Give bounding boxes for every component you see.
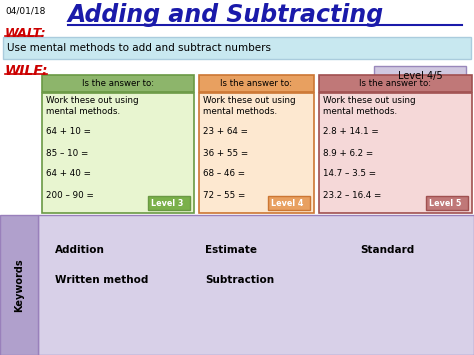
Text: 72 – 55 =: 72 – 55 = <box>203 191 246 200</box>
Text: Standard: Standard <box>360 245 414 255</box>
FancyBboxPatch shape <box>199 75 314 92</box>
Text: Is the answer to:: Is the answer to: <box>82 79 154 88</box>
FancyBboxPatch shape <box>38 215 474 355</box>
FancyBboxPatch shape <box>0 215 38 355</box>
FancyBboxPatch shape <box>3 37 471 59</box>
Text: 23.2 – 16.4 =: 23.2 – 16.4 = <box>323 191 382 200</box>
Text: 64 + 40 =: 64 + 40 = <box>46 169 91 179</box>
Text: Level 3: Level 3 <box>151 198 183 208</box>
Text: Use mental methods to add and subtract numbers: Use mental methods to add and subtract n… <box>7 43 271 53</box>
Text: WILF:: WILF: <box>5 64 48 78</box>
Text: Estimate: Estimate <box>205 245 257 255</box>
FancyBboxPatch shape <box>42 93 194 213</box>
Text: WALT:: WALT: <box>5 27 46 40</box>
Text: Adding and Subtracting: Adding and Subtracting <box>68 3 384 27</box>
Text: 8.9 + 6.2 =: 8.9 + 6.2 = <box>323 148 373 158</box>
FancyBboxPatch shape <box>268 196 310 210</box>
Text: Is the answer to:: Is the answer to: <box>220 79 292 88</box>
Text: Work these out using: Work these out using <box>323 96 416 105</box>
Text: Level 5: Level 5 <box>429 198 461 208</box>
Text: mental methods.: mental methods. <box>323 106 397 115</box>
Text: Subtraction: Subtraction <box>205 275 274 285</box>
FancyBboxPatch shape <box>42 75 194 92</box>
Text: 200 – 90 =: 200 – 90 = <box>46 191 94 200</box>
Text: 64 + 10 =: 64 + 10 = <box>46 127 91 137</box>
Text: 04/01/18: 04/01/18 <box>5 6 46 15</box>
Text: Addition: Addition <box>55 245 105 255</box>
Text: Level 4: Level 4 <box>271 198 303 208</box>
FancyBboxPatch shape <box>199 93 314 213</box>
Text: 2.8 + 14.1 =: 2.8 + 14.1 = <box>323 127 379 137</box>
FancyBboxPatch shape <box>148 196 190 210</box>
Text: Keywords: Keywords <box>14 258 24 312</box>
Text: Work these out using: Work these out using <box>46 96 138 105</box>
FancyBboxPatch shape <box>374 66 466 85</box>
Text: Work these out using: Work these out using <box>203 96 296 105</box>
Text: 68 – 46 =: 68 – 46 = <box>203 169 245 179</box>
Text: 36 + 55 =: 36 + 55 = <box>203 148 248 158</box>
Text: 23 + 64 =: 23 + 64 = <box>203 127 248 137</box>
Text: Written method: Written method <box>55 275 148 285</box>
Text: Is the answer to:: Is the answer to: <box>359 79 431 88</box>
Text: mental methods.: mental methods. <box>203 106 277 115</box>
Text: Level 4/5: Level 4/5 <box>398 71 442 81</box>
FancyBboxPatch shape <box>426 196 468 210</box>
Text: mental methods.: mental methods. <box>46 106 120 115</box>
FancyBboxPatch shape <box>319 75 472 92</box>
Text: 85 – 10 =: 85 – 10 = <box>46 148 88 158</box>
FancyBboxPatch shape <box>319 93 472 213</box>
Text: 14.7 – 3.5 =: 14.7 – 3.5 = <box>323 169 376 179</box>
